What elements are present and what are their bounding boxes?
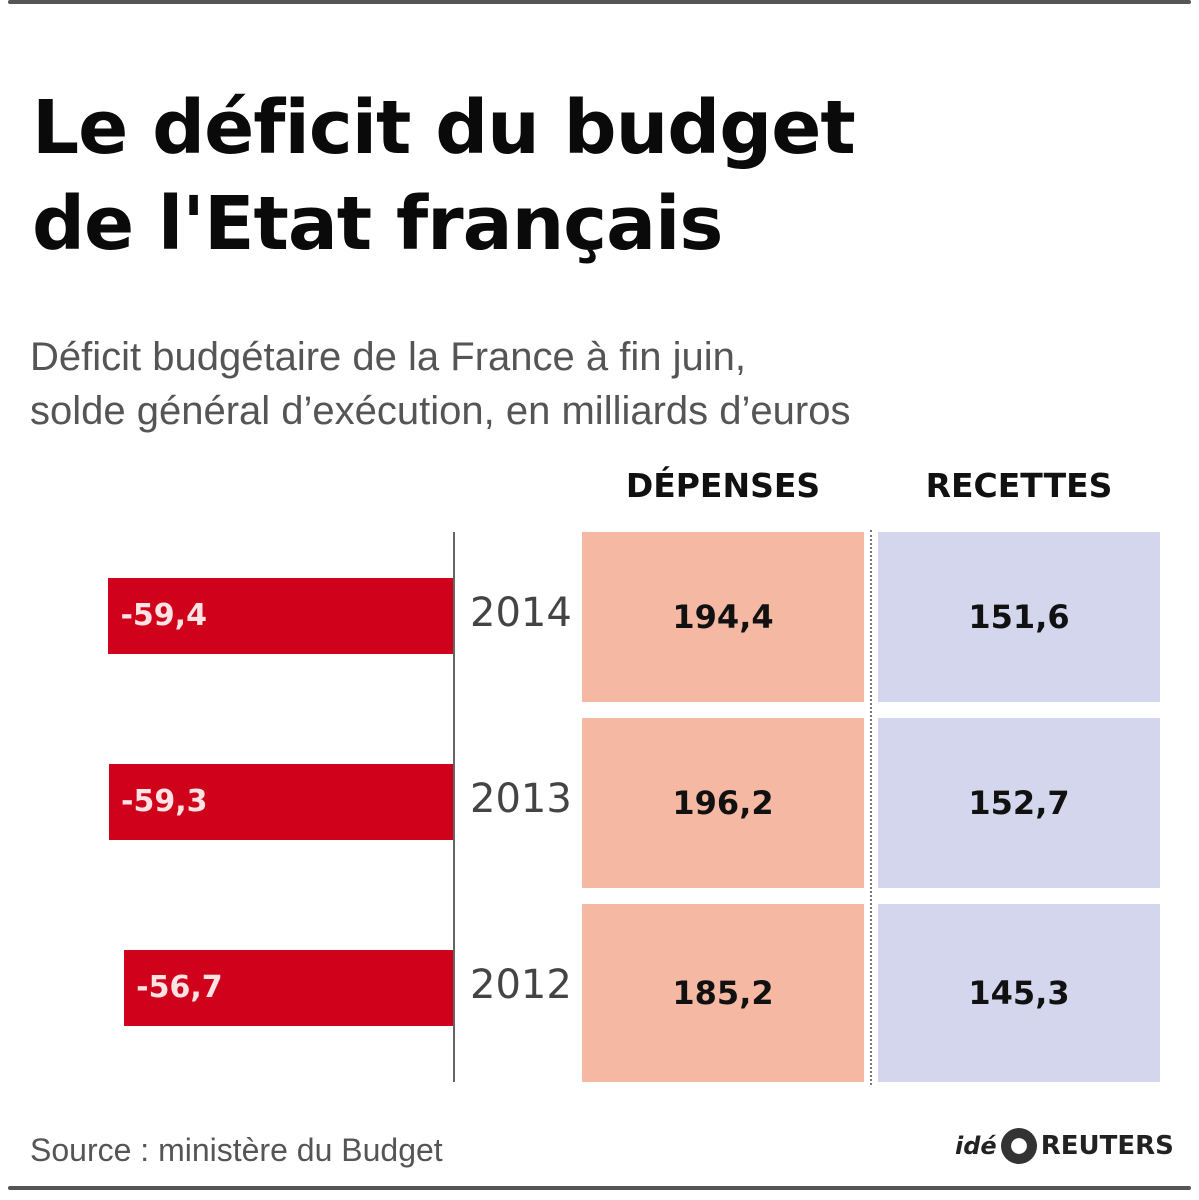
depenses-cell-2014: 194,4 <box>582 532 864 702</box>
brand-prefix: idé <box>955 1132 997 1160</box>
chart-subtitle: Déficit budgétaire de la France à fin ju… <box>30 330 850 438</box>
brand-logo: idé REUTERS <box>955 1128 1174 1164</box>
deficit-value-label: -59,3 <box>121 784 208 819</box>
recettes-cell-2012: 145,3 <box>878 904 1160 1082</box>
year-label: 2014 <box>470 590 572 636</box>
deficit-bar-2012 <box>124 950 453 1026</box>
bottom-rule <box>8 1186 1191 1190</box>
column-divider <box>870 530 872 1085</box>
top-rule <box>8 0 1191 4</box>
column-header-depenses: DÉPENSES <box>625 466 821 505</box>
chart-title: Le déficit du budget de l'Etat français <box>32 80 856 272</box>
recettes-cell-2013: 152,7 <box>878 718 1160 888</box>
brand-name: REUTERS <box>1040 1131 1174 1161</box>
column-header-recettes: RECETTES <box>925 466 1113 505</box>
year-label: 2012 <box>470 962 572 1008</box>
title-line-1: Le déficit du budget <box>32 85 856 171</box>
zero-axis-line <box>453 532 455 1082</box>
deficit-bar-2014 <box>108 578 453 654</box>
subtitle-line-2: solde général d’exécution, en milliards … <box>30 389 851 433</box>
deficit-bar-2013 <box>109 764 453 840</box>
title-line-2: de l'Etat français <box>32 181 723 267</box>
reuters-logo-icon <box>1000 1128 1037 1164</box>
recettes-cell-2014: 151,6 <box>878 532 1160 702</box>
year-label: 2013 <box>470 776 572 822</box>
depenses-cell-2013: 196,2 <box>582 718 864 888</box>
subtitle-line-1: Déficit budgétaire de la France à fin ju… <box>30 335 746 379</box>
deficit-value-label: -56,7 <box>136 970 223 1005</box>
depenses-cell-2012: 185,2 <box>582 904 864 1082</box>
source-note: Source : ministère du Budget <box>30 1132 443 1168</box>
deficit-value-label: -59,4 <box>120 598 207 633</box>
